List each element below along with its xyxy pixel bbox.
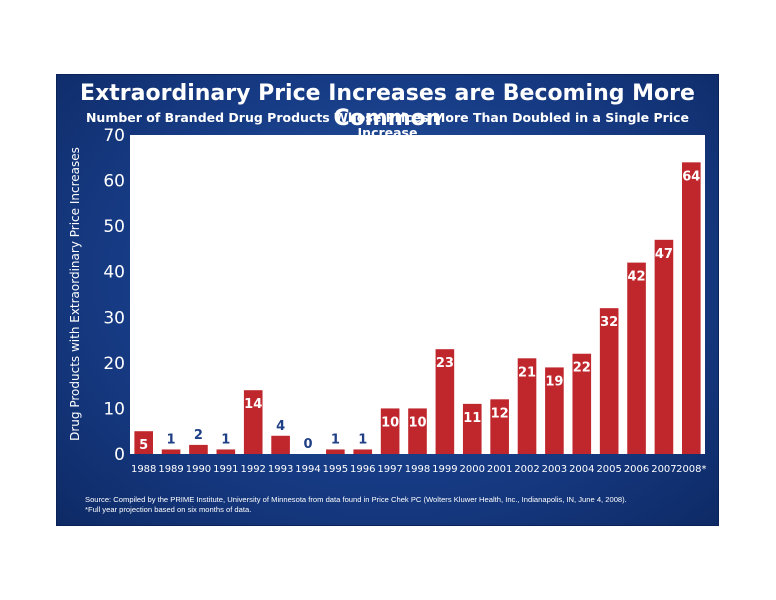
x-tick-label: 1993	[268, 464, 293, 475]
x-tick-label: 2003	[542, 464, 567, 475]
y-tick-label: 0	[114, 445, 125, 465]
y-tick-label: 20	[103, 354, 125, 374]
x-tick-label: 1997	[377, 464, 402, 475]
x-tick-label: 2007	[651, 464, 676, 475]
bar-2001	[490, 399, 509, 454]
x-tick-label: 1989	[158, 464, 183, 475]
bar-value-label: 0	[303, 437, 312, 452]
x-axis-ticks: 1988 1989 1990 1991 1992 1993 1994 1995 1996 1997…	[131, 464, 707, 475]
bar-value-label: 32	[600, 315, 618, 330]
bar-value-label: 23	[436, 356, 454, 371]
x-tick-label: 1991	[213, 464, 238, 475]
bar-2002	[517, 358, 537, 454]
x-tick-label: 2005	[596, 464, 621, 475]
bar-value-label: 4	[276, 419, 285, 434]
x-tick-label: 1992	[240, 464, 265, 475]
bar-1990	[189, 444, 208, 454]
bar-value-label: 14	[244, 397, 262, 412]
bar-1988	[134, 431, 153, 454]
bar-1997	[380, 408, 400, 454]
bar-value-label: 47	[655, 247, 673, 262]
bar-1998	[408, 408, 427, 454]
y-tick-label: 50	[103, 217, 125, 237]
bar-1989	[161, 449, 181, 454]
y-tick-label: 60	[103, 172, 125, 192]
x-tick-label: 2004	[569, 464, 594, 475]
bar-2006	[627, 262, 646, 454]
x-tick-label: 2006	[624, 464, 649, 475]
x-tick-label: 2008*	[676, 464, 706, 475]
bar-value-label: 11	[463, 411, 481, 426]
x-tick-label: 2000	[460, 464, 485, 475]
x-tick-label: 1995	[323, 464, 348, 475]
bar-value-label: 42	[628, 270, 646, 285]
bar-value-label: 12	[491, 406, 509, 421]
bar-1991	[216, 449, 236, 454]
chart-title: Extraordinary Price Increases are Becomi…	[80, 81, 695, 131]
y-axis-label: Drug Products with Extraordinary Price I…	[68, 147, 82, 441]
bar-2005	[599, 308, 619, 454]
bar-2000	[462, 403, 482, 454]
x-tick-label: 2001	[487, 464, 512, 475]
bars-group	[134, 162, 701, 454]
bar-value-label: 19	[545, 374, 563, 389]
bar-value-label: 2	[194, 428, 203, 443]
footnote: *Full year projection based on six month…	[85, 505, 252, 514]
x-tick-label: 1994	[295, 464, 320, 475]
x-tick-label: 1998	[405, 464, 430, 475]
y-tick-label: 30	[103, 308, 125, 328]
bar-2008*	[682, 162, 701, 454]
y-tick-label: 40	[103, 263, 125, 283]
x-tick-label: 2002	[514, 464, 539, 475]
y-tick-label: 10	[103, 399, 125, 419]
bar-value-label: 10	[408, 415, 426, 430]
bar-value-label: 1	[221, 432, 230, 447]
x-tick-label: 1990	[186, 464, 211, 475]
y-axis-ticks: 0 10 20 30 40 50 60 70	[103, 126, 125, 465]
bar-value-label: 1	[167, 432, 176, 447]
bar-2003	[545, 367, 564, 454]
bar-value-label: 1	[331, 432, 340, 447]
bar-1996	[353, 449, 373, 454]
x-tick-label: 1999	[432, 464, 457, 475]
x-tick-label: 1988	[131, 464, 156, 475]
bar-1992	[243, 390, 263, 454]
bar-1995	[326, 449, 345, 454]
bar-value-label: 5	[139, 438, 148, 453]
bar-value-label: 64	[682, 169, 700, 184]
bar-1999	[435, 349, 455, 454]
bar-value-label: 21	[518, 365, 536, 380]
plot-area	[130, 135, 705, 454]
bar-value-label: 22	[573, 361, 591, 376]
bar-2004	[572, 353, 592, 454]
x-tick-label: 1996	[350, 464, 375, 475]
bar-2007	[654, 239, 674, 454]
bar-1993	[271, 435, 290, 454]
source-note: Source: Compiled by the PRIME Institute,…	[85, 495, 627, 504]
slide-background: Extraordinary Price Increases are Becomi…	[57, 75, 718, 525]
bar-value-label: 10	[381, 415, 399, 430]
y-tick-label: 70	[103, 126, 125, 146]
bar-value-label: 1	[358, 432, 367, 447]
